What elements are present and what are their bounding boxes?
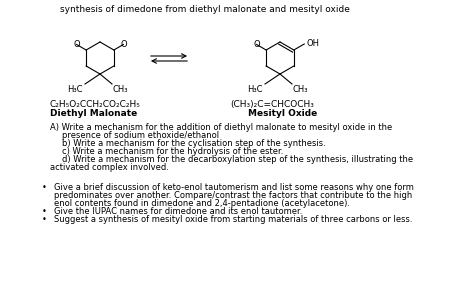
Text: synthesis of dimedone from diethyl malonate and mesityl oxide: synthesis of dimedone from diethyl malon… (60, 5, 350, 14)
Text: OH: OH (306, 40, 319, 48)
Text: Suggest a synthesis of mesityl oxide from starting materials of three carbons or: Suggest a synthesis of mesityl oxide fro… (54, 215, 412, 224)
Text: presence of sodium ethoxide/ethanol: presence of sodium ethoxide/ethanol (62, 131, 219, 140)
Text: b) Write a mechanism for the cyclisation step of the synthesis.: b) Write a mechanism for the cyclisation… (62, 139, 326, 148)
Text: CH₃: CH₃ (113, 85, 128, 94)
Text: C₂H₅O₂CCH₂CO₂C₂H₅: C₂H₅O₂CCH₂CO₂C₂H₅ (50, 100, 141, 109)
Text: Diethyl Malonate: Diethyl Malonate (50, 109, 137, 118)
Text: •: • (42, 207, 47, 216)
Text: Mesityl Oxide: Mesityl Oxide (248, 109, 317, 118)
Text: Give the IUPAC names for dimedone and its enol tautomer.: Give the IUPAC names for dimedone and it… (54, 207, 302, 216)
Text: A) Write a mechanism for the addition of diethyl malonate to mesityl oxide in th: A) Write a mechanism for the addition of… (50, 123, 392, 132)
Text: CH₃: CH₃ (293, 85, 309, 94)
Text: H₃C: H₃C (67, 85, 83, 94)
Text: •: • (42, 183, 47, 192)
Text: c) Write a mechanism for the hydrolysis of the ester.: c) Write a mechanism for the hydrolysis … (62, 147, 283, 156)
Text: O: O (73, 40, 80, 49)
Text: (CH₃)₂C=CHCOCH₃: (CH₃)₂C=CHCOCH₃ (230, 100, 314, 109)
Text: O: O (253, 40, 260, 49)
Text: H₃C: H₃C (247, 85, 263, 94)
Text: •: • (42, 215, 47, 224)
Text: activated complex involved.: activated complex involved. (50, 163, 169, 172)
Text: O: O (120, 40, 127, 49)
Text: enol contents found in dimedone and 2,4-pentadione (acetylacetone).: enol contents found in dimedone and 2,4-… (54, 199, 350, 208)
Text: predominates over another. Compare/contrast the factors that contribute to the h: predominates over another. Compare/contr… (54, 191, 412, 200)
Text: Give a brief discussion of keto-enol tautomerism and list some reasons why one f: Give a brief discussion of keto-enol tau… (54, 183, 414, 192)
Text: d) Write a mechanism for the decarboxylation step of the synthesis, illustrating: d) Write a mechanism for the decarboxyla… (62, 155, 413, 164)
